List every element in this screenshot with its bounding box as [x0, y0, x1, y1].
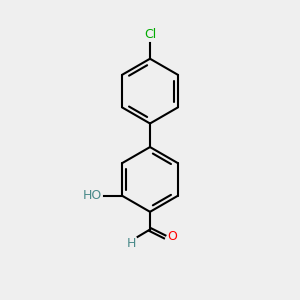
Text: HO: HO: [83, 189, 102, 202]
Text: O: O: [167, 230, 177, 243]
Text: H: H: [127, 238, 136, 250]
Text: Cl: Cl: [144, 28, 156, 41]
